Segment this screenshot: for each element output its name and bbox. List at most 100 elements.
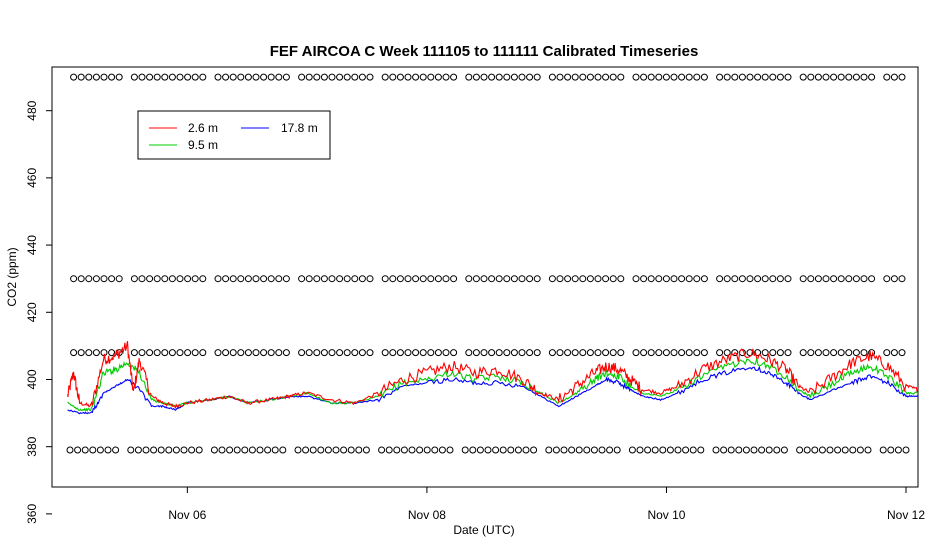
cal-marker-430-96 [799, 275, 807, 283]
cal-marker-379-61 [530, 446, 538, 454]
cal-marker-490-6 [115, 73, 123, 81]
cal-marker-379-59 [514, 446, 522, 454]
cal-marker-430-60 [526, 275, 534, 283]
cal-marker-490-65 [564, 73, 572, 81]
cal-marker-490-74 [632, 73, 640, 81]
cal-marker-490-60 [526, 73, 534, 81]
cal-marker-379-12 [157, 446, 165, 454]
cal-marker-430-46 [419, 275, 427, 283]
cal-marker-379-94 [780, 446, 788, 454]
cal-marker-430-48 [434, 275, 442, 283]
cal-marker-408-37 [351, 349, 359, 357]
cal-marker-379-66 [568, 446, 576, 454]
cal-marker-430-24 [252, 275, 260, 283]
y-tick-label-420: 420 [25, 302, 39, 322]
x-tick-label-0: Nov 06 [168, 508, 206, 522]
cal-marker-408-43 [396, 349, 404, 357]
cal-marker-490-61 [533, 73, 541, 81]
cal-marker-430-22 [237, 275, 245, 283]
cal-marker-490-42 [389, 73, 397, 81]
cal-marker-490-71 [609, 73, 617, 81]
cal-marker-490-15 [184, 73, 192, 81]
cal-marker-408-25 [260, 349, 268, 357]
cal-marker-379-53 [469, 446, 477, 454]
cal-marker-430-0 [70, 275, 78, 283]
cal-marker-379-23 [241, 446, 249, 454]
cal-marker-379-9 [134, 446, 142, 454]
cal-marker-490-85 [716, 73, 724, 81]
cal-marker-490-23 [244, 73, 252, 81]
x-tick-label-1: Nov 08 [408, 508, 446, 522]
cal-marker-490-102 [845, 73, 853, 81]
cal-marker-408-100 [830, 349, 838, 357]
series-line-17-8-m [67, 365, 919, 415]
cal-marker-430-9 [138, 275, 146, 283]
cal-marker-490-46 [419, 73, 427, 81]
cal-marker-430-107 [883, 275, 891, 283]
cal-marker-379-35 [332, 446, 340, 454]
cal-marker-379-97 [803, 446, 811, 454]
cal-marker-430-55 [488, 275, 496, 283]
cal-marker-490-48 [434, 73, 442, 81]
cal-marker-490-45 [412, 73, 420, 81]
cal-marker-430-35 [336, 275, 344, 283]
cal-marker-430-105 [868, 275, 876, 283]
cal-marker-379-68 [583, 446, 591, 454]
cal-marker-408-8 [130, 349, 138, 357]
cal-marker-430-103 [852, 275, 860, 283]
cal-marker-379-65 [560, 446, 568, 454]
cal-marker-430-31 [305, 275, 313, 283]
cal-marker-490-101 [837, 73, 845, 81]
cal-marker-379-77 [651, 446, 659, 454]
cal-marker-430-45 [412, 275, 420, 283]
cal-marker-490-67 [579, 73, 587, 81]
cal-marker-430-109 [898, 275, 906, 283]
plot-area-frame [51, 66, 919, 488]
cal-marker-379-21 [226, 446, 234, 454]
cal-marker-408-2 [85, 349, 93, 357]
y-tick-label-380: 380 [25, 436, 39, 456]
cal-marker-490-103 [852, 73, 860, 81]
cal-marker-408-64 [556, 349, 564, 357]
cal-marker-430-52 [465, 275, 473, 283]
cal-marker-379-46 [416, 446, 424, 454]
y-tick-label-440: 440 [25, 235, 39, 255]
x-tick-label-2: Nov 10 [647, 508, 685, 522]
cal-marker-430-44 [404, 275, 412, 283]
cal-marker-490-105 [868, 73, 876, 81]
cal-marker-430-82 [693, 275, 701, 283]
cal-marker-430-79 [670, 275, 678, 283]
cal-marker-490-107 [883, 73, 891, 81]
cal-marker-408-47 [427, 349, 435, 357]
cal-marker-408-41 [381, 349, 389, 357]
cal-marker-379-91 [758, 446, 766, 454]
cal-marker-490-90 [754, 73, 762, 81]
cal-marker-430-83 [700, 275, 708, 283]
cal-marker-379-96 [796, 446, 804, 454]
cal-marker-408-70 [602, 349, 610, 357]
cal-marker-408-59 [518, 349, 526, 357]
cal-marker-379-90 [750, 446, 758, 454]
cal-marker-490-8 [130, 73, 138, 81]
cal-marker-490-31 [305, 73, 313, 81]
cal-marker-490-94 [784, 73, 792, 81]
y-axis-label: CO2 (ppm) [5, 247, 19, 306]
cal-marker-430-94 [784, 275, 792, 283]
x-tick-label-3: Nov 12 [887, 508, 925, 522]
cal-marker-490-11 [153, 73, 161, 81]
calibration-markers [66, 73, 910, 454]
legend-label-17-8m: 17.8 m [281, 121, 318, 135]
cal-marker-379-26 [264, 446, 272, 454]
cal-marker-379-79 [666, 446, 674, 454]
cal-marker-490-37 [351, 73, 359, 81]
cal-marker-379-16 [188, 446, 196, 454]
cal-marker-490-80 [678, 73, 686, 81]
cal-marker-490-50 [450, 73, 458, 81]
cal-marker-430-50 [450, 275, 458, 283]
cal-marker-408-67 [579, 349, 587, 357]
cal-marker-430-1 [77, 275, 85, 283]
cal-marker-490-53 [472, 73, 480, 81]
cal-marker-408-108 [890, 349, 898, 357]
cal-marker-490-38 [358, 73, 366, 81]
cal-marker-490-30 [298, 73, 306, 81]
